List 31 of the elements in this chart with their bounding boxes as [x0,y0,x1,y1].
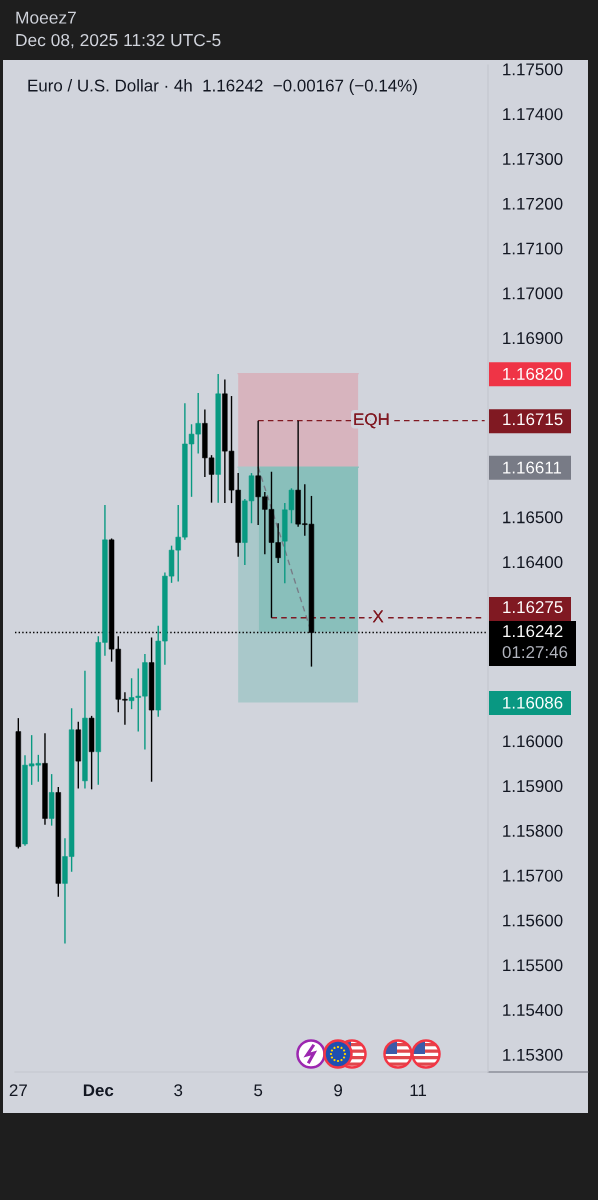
y-tick-label: 1.16820 [503,367,563,380]
x-tick-label: 11 [410,1084,427,1097]
y-tick-label: 1.15700 [503,869,563,882]
y-tick-label: 1.16000 [503,735,563,748]
y-tick-label: 1.17500 [503,63,563,76]
y-tick-label: 1.17300 [503,152,563,165]
y-tick-label: 1.15500 [503,959,563,972]
data-label: 1.16275 [503,601,563,614]
y-tick-label: 1.16500 [503,511,563,524]
y-tick-label: 1.16900 [503,332,563,345]
y-tick-label: 1.17100 [503,242,563,255]
y-tick-label: 1.17200 [503,197,563,210]
data-label: 1.16715 [503,413,563,426]
y-tick-label: 1.16086 [503,696,563,709]
y-tick-label: 1.15800 [503,824,563,837]
x-tick-label: 3 [174,1084,183,1097]
x-tick-label: 9 [334,1084,343,1097]
y-tick-label: 1.17000 [503,287,563,300]
text: Euro / U.S. Dollar · 4h 1.16242 −0.00167 (−0.14%) [28,79,417,95]
y-tick-label: 1.15900 [503,780,563,793]
y-tick-label: 1.15300 [503,1048,563,1061]
y-tick-label: 1.17400 [503,108,563,121]
y-tick-label: 1.16400 [503,556,563,569]
x-tick-label: 5 [254,1084,263,1097]
text: Moeez7 Dec 08, 2025 11:32 UTC-5 [16,11,221,49]
y-tick-label: 1.16611 [503,461,562,474]
x-tick-label: 27 [9,1084,27,1097]
y-tick-label: 1.15400 [503,1004,563,1017]
y-tick-label: 1.15600 [503,914,563,927]
x-tick-label: Dec [83,1084,114,1097]
ref-line-label: 1.16242 01:27:46 [502,625,568,659]
